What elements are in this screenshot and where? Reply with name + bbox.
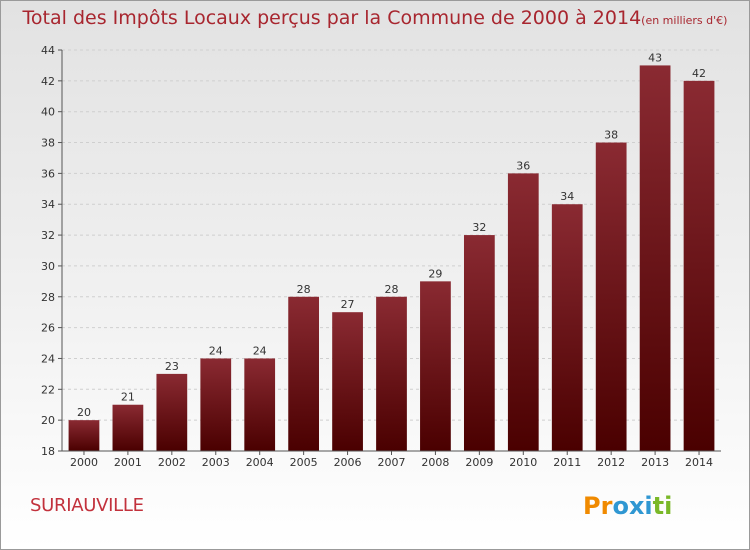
bar-2010 xyxy=(507,173,539,451)
logo-letter: x xyxy=(628,492,645,520)
bar-2011 xyxy=(551,204,583,451)
bar-2014 xyxy=(683,80,715,451)
bar-2001 xyxy=(112,404,144,451)
y-tick-label: 34 xyxy=(41,198,55,211)
title-text: Total des Impôts Locaux perçus par la Co… xyxy=(22,7,642,29)
bar-2005 xyxy=(288,296,320,451)
y-tick-label: 38 xyxy=(41,137,55,150)
y-tick-label: 24 xyxy=(41,352,55,365)
x-tick-label: 2000 xyxy=(70,456,98,469)
x-tick-label: 2004 xyxy=(246,456,274,469)
data-label: 28 xyxy=(297,283,311,296)
bar-2006 xyxy=(332,312,363,451)
logo-letter: t xyxy=(652,492,665,520)
commune-name: SURIAUVILLE xyxy=(30,495,144,516)
logo-letter: i xyxy=(664,492,673,520)
bar-2003 xyxy=(200,358,232,451)
data-label: 38 xyxy=(604,129,618,142)
y-tick-label: 30 xyxy=(41,260,55,273)
bar-2012 xyxy=(595,142,627,452)
y-tick-label: 32 xyxy=(41,229,55,242)
data-label: 36 xyxy=(516,159,530,172)
logo-letter: o xyxy=(612,492,629,520)
x-tick-label: 2001 xyxy=(114,456,142,469)
x-tick-label: 2005 xyxy=(290,456,318,469)
data-label: 29 xyxy=(428,267,442,280)
data-label: 27 xyxy=(341,298,355,311)
x-tick-label: 2012 xyxy=(597,456,625,469)
data-label: 32 xyxy=(472,221,486,234)
x-tick-label: 2010 xyxy=(509,456,537,469)
bar-2004 xyxy=(244,358,276,451)
bar-2007 xyxy=(376,296,407,451)
y-tick-label: 28 xyxy=(41,291,55,304)
x-tick-label: 2009 xyxy=(465,456,493,469)
x-tick-label: 2002 xyxy=(158,456,186,469)
x-tick-label: 2014 xyxy=(685,456,713,469)
x-tick-label: 2006 xyxy=(334,456,362,469)
y-tick-label: 26 xyxy=(41,322,55,335)
data-label: 24 xyxy=(253,344,267,357)
y-tick-label: 18 xyxy=(41,445,55,458)
y-tick-label: 22 xyxy=(41,383,55,396)
data-label: 23 xyxy=(165,360,179,373)
proxiti-logo[interactable]: Proxiti xyxy=(583,492,672,520)
data-label: 34 xyxy=(560,190,574,203)
data-label: 24 xyxy=(209,344,223,357)
y-tick-label: 40 xyxy=(41,106,55,119)
logo-letter: i xyxy=(644,492,653,520)
bar-2009 xyxy=(463,235,495,451)
data-label: 42 xyxy=(692,67,706,80)
bar-2002 xyxy=(156,373,188,451)
x-tick-label: 2011 xyxy=(553,456,581,469)
x-tick-label: 2013 xyxy=(641,456,669,469)
x-tick-label: 2008 xyxy=(421,456,449,469)
bar-2008 xyxy=(420,281,451,451)
x-tick-label: 2007 xyxy=(378,456,406,469)
x-tick-label: 2003 xyxy=(202,456,230,469)
data-label: 28 xyxy=(385,283,399,296)
y-tick-label: 36 xyxy=(41,167,55,180)
data-label: 20 xyxy=(77,406,91,419)
chart-title: Total des Impôts Locaux perçus par la Co… xyxy=(0,7,750,29)
y-tick-label: 20 xyxy=(41,414,55,427)
bar-2013 xyxy=(639,65,671,451)
unit-note: (en milliers d'€) xyxy=(641,14,728,27)
y-tick-label: 42 xyxy=(41,75,55,88)
logo-letter: r xyxy=(600,492,613,520)
y-tick-label: 44 xyxy=(41,44,55,57)
logo-letter: P xyxy=(583,492,601,520)
data-label: 43 xyxy=(648,51,662,64)
bar-2000 xyxy=(68,420,100,451)
data-label: 21 xyxy=(121,391,135,404)
